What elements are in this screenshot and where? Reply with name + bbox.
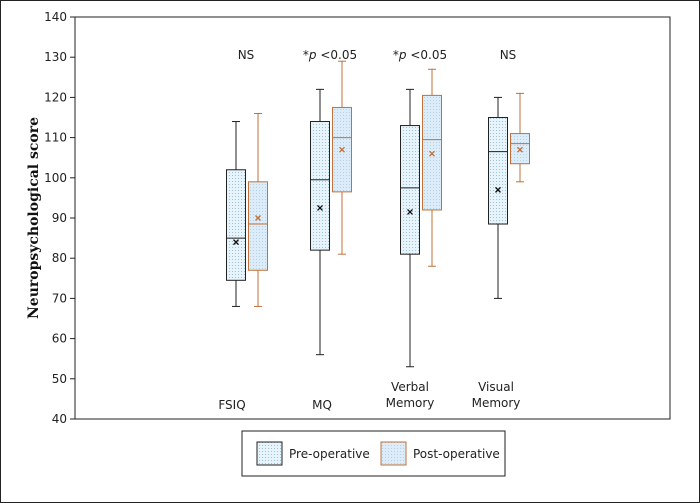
mean-marker (517, 146, 523, 153)
box-iqr (510, 133, 530, 165)
y-axis-label: Neuropsychological score (26, 117, 42, 319)
series-pre-operative (226, 88, 508, 368)
box-series (226, 60, 530, 368)
box-iqr (400, 125, 420, 255)
box (332, 60, 352, 255)
mean-marker (339, 146, 345, 153)
box (488, 96, 508, 299)
significance-label: *p <0.05 (393, 48, 447, 62)
mean-marker (233, 239, 239, 246)
significance-label: NS (500, 48, 517, 62)
legend-label: Pre-operative (289, 447, 370, 461)
legend-label: Post-operative (413, 447, 500, 461)
significance-label: *p <0.05 (303, 48, 357, 62)
y-tick-label: 70 (52, 291, 67, 305)
legend-box (241, 430, 506, 477)
category-labels: FSIQ MQ Verbal Memory Visual Memory (218, 380, 520, 412)
category-label: Verbal Memory (386, 380, 435, 410)
series-post-operative (248, 60, 530, 307)
y-tick-label: 40 (52, 412, 67, 426)
box (510, 92, 530, 183)
y-tick-label: 140 (44, 10, 67, 24)
box (248, 112, 268, 307)
y-tick-label: 90 (52, 211, 67, 225)
box (226, 121, 246, 307)
y-tick-label: 120 (44, 90, 67, 104)
mean-marker (495, 186, 501, 193)
mean-marker (317, 204, 323, 211)
legend: Pre-operative Post-operative (241, 430, 506, 477)
category-label: MQ (312, 398, 332, 412)
box-iqr (422, 94, 442, 211)
category-label: Visual Memory (472, 380, 521, 410)
box-iqr (226, 169, 246, 281)
box (422, 68, 442, 267)
y-tick-label: 80 (52, 251, 67, 265)
y-axis: 40 50 60 70 80 90 100 110 120 130 140 (44, 10, 75, 426)
box (400, 88, 420, 368)
box-iqr (310, 121, 330, 251)
mean-marker (429, 150, 435, 157)
y-tick-label: 110 (44, 131, 67, 145)
legend-swatch (380, 441, 407, 466)
category-label: FSIQ (218, 398, 245, 412)
y-tick-label: 60 (52, 332, 67, 346)
y-tick-label: 50 (52, 372, 67, 386)
box-iqr (488, 117, 508, 225)
y-tick-label: 100 (44, 171, 67, 185)
y-tick-label: 130 (44, 50, 67, 64)
legend-swatch (256, 441, 283, 466)
box-iqr (248, 181, 268, 271)
significance-label: NS (238, 48, 255, 62)
mean-marker (407, 209, 413, 215)
mean-marker (255, 215, 261, 221)
box (310, 88, 330, 356)
significance-annotations: NS *p <0.05 *p <0.05 NS (238, 48, 517, 62)
